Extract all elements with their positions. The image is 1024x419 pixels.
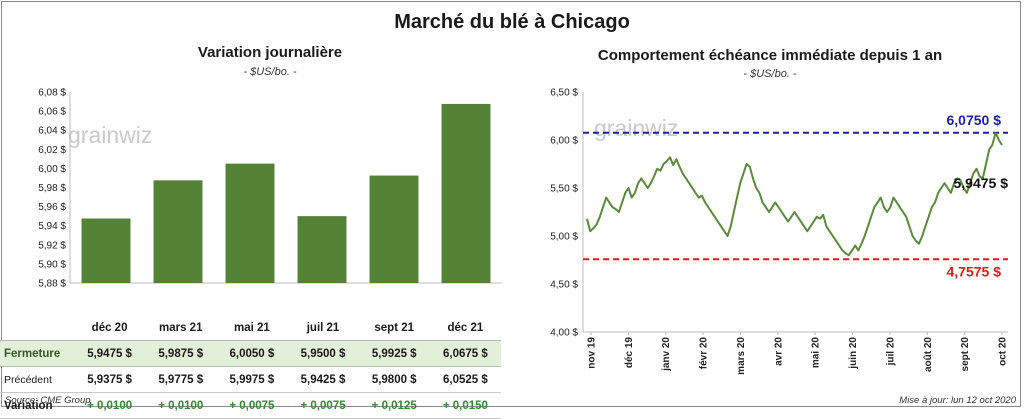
- right-chart-unit: - $US/bo. -: [743, 68, 797, 80]
- table-cell: 6,0675 $: [429, 340, 501, 367]
- y-tick-label: 5,90 $: [38, 259, 66, 270]
- y-tick-label: 6,02 $: [38, 145, 66, 156]
- update-note: Mise à jour: lun 12 oct 2020: [899, 395, 1016, 406]
- x-tick-label: juil 20: [885, 337, 896, 367]
- table-header: déc 20: [91, 321, 128, 334]
- price-series-line: [586, 131, 1003, 257]
- table-cell: 6,0050 $: [216, 340, 288, 367]
- y-tick-label: 5,92 $: [38, 240, 66, 251]
- x-tick-label: janv 20: [661, 337, 672, 372]
- table-cell: 5,9375 $: [87, 373, 132, 386]
- row-label: Fermeture: [0, 340, 74, 367]
- x-tick-label: avr 20: [773, 337, 784, 366]
- table-cell: 5,9925 $: [358, 340, 430, 367]
- right-chart-title: Comportement échéance immédiate depuis 1…: [597, 47, 943, 64]
- chart-frame: [1, 1, 1021, 407]
- table-cell: 6,0525 $: [443, 373, 488, 386]
- left-chart-title: Variation journalière: [197, 44, 343, 61]
- watermark-logo: grainwiz: [594, 115, 678, 141]
- table-header: déc 21: [447, 321, 484, 334]
- table-row-fermeture: Fermeture 5,9475 $ 5,9875 $ 6,0050 $ 5,9…: [0, 340, 501, 367]
- x-tick-label: mai 20: [811, 337, 822, 369]
- table-header: juil 21: [306, 321, 340, 334]
- table-cell: 5,9500 $: [287, 340, 359, 367]
- left-chart-unit: - $US/bo. -: [243, 66, 297, 78]
- table-cell: 5,9775 $: [158, 373, 204, 386]
- y-tick-label: 5,00 $: [550, 232, 578, 243]
- bar-sept-21: [369, 175, 419, 283]
- y-tick-label: 6,00 $: [38, 164, 66, 175]
- y-tick-label: 4,50 $: [550, 280, 578, 291]
- x-tick-label: févr 20: [699, 337, 710, 370]
- main-title: Marché du blé à Chicago: [394, 11, 630, 33]
- x-tick-label: mars 20: [736, 337, 747, 375]
- left-bar-chart: grainwiz 5,88 $ 5,90 $ 5,92 $ 5,94 $ 5,96 $ 5…: [38, 88, 502, 290]
- table-row-precedent: Précédent 5,9375 $ 5,9775 $ 5,9975 $ 5,9…: [0, 367, 501, 393]
- y-tick-label: 6,50 $: [550, 88, 578, 99]
- table-header: sept 21: [374, 321, 415, 334]
- max-value-label: 6,0750 $: [947, 112, 1002, 128]
- bar-déc-21: [441, 103, 491, 283]
- source-note: Source: CME Group: [5, 395, 91, 406]
- table-cell: 5,9475 $: [74, 340, 146, 367]
- last-value-label: 5,9475 $: [954, 175, 1009, 191]
- table-cell: 5,9425 $: [300, 373, 346, 386]
- y-tick-label: 5,94 $: [38, 221, 66, 232]
- watermark-logo: grainwiz: [68, 122, 152, 148]
- bar-juil-21: [297, 216, 347, 283]
- bar-mai-21: [225, 163, 275, 283]
- x-tick-label: juin 20: [848, 337, 859, 370]
- x-tick-label: nov 19: [587, 337, 598, 369]
- table-header-row: déc 20 mars 21 mai 21 juil 21 sept 21 dé…: [0, 315, 501, 341]
- x-tick-label: déc 19: [624, 337, 635, 369]
- y-tick-label: 5,96 $: [38, 202, 66, 213]
- row-label: Précédent: [4, 373, 52, 386]
- y-tick-label: 5,88 $: [38, 279, 66, 290]
- y-tick-label: 5,50 $: [550, 184, 578, 195]
- right-line-chart: grainwiz 4,00 $ 4,50 $ 5,00 $ 5,50 $ 6,00 $ 6…: [550, 88, 1009, 375]
- min-value-label: 4,7575 $: [947, 263, 1002, 279]
- x-tick-label: oct 20: [998, 337, 1009, 366]
- table-cell: 5,9975 $: [229, 373, 275, 386]
- x-tick-label: août 20: [923, 337, 934, 372]
- y-tick-label: 6,04 $: [38, 126, 66, 137]
- table-cell: 5,9875 $: [145, 340, 217, 367]
- y-tick-label: 4,00 $: [550, 328, 578, 339]
- y-tick-label: 6,06 $: [38, 107, 66, 118]
- y-tick-label: 5,98 $: [38, 183, 66, 194]
- y-tick-label: 6,00 $: [550, 136, 578, 147]
- bar-mars-21: [153, 180, 203, 283]
- table-header: mai 21: [233, 321, 270, 334]
- y-tick-label: 6,08 $: [38, 88, 66, 99]
- table-cell: 5,9800 $: [371, 373, 417, 386]
- bar-déc-20: [81, 218, 131, 283]
- table-header: mars 21: [158, 321, 203, 334]
- x-tick-label: sept 20: [960, 337, 971, 372]
